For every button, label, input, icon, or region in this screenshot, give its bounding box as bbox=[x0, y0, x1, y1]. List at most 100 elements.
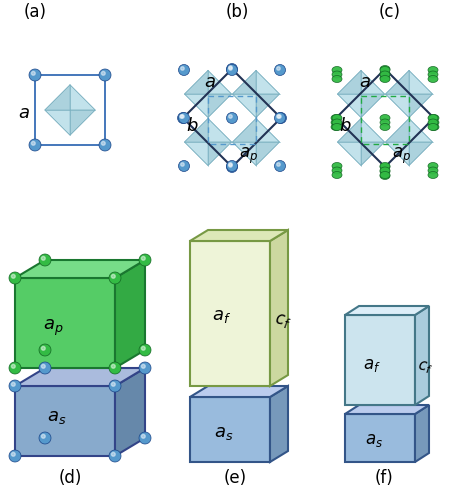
Ellipse shape bbox=[332, 167, 342, 174]
Circle shape bbox=[39, 432, 51, 444]
Circle shape bbox=[228, 115, 232, 118]
Circle shape bbox=[111, 275, 115, 278]
Polygon shape bbox=[256, 70, 280, 94]
Polygon shape bbox=[361, 119, 384, 142]
Text: (c): (c) bbox=[379, 3, 401, 21]
Text: (a): (a) bbox=[24, 3, 46, 21]
Circle shape bbox=[274, 160, 285, 172]
Circle shape bbox=[11, 382, 15, 386]
Circle shape bbox=[9, 450, 21, 462]
Ellipse shape bbox=[380, 119, 390, 126]
Ellipse shape bbox=[331, 115, 341, 122]
Circle shape bbox=[111, 382, 115, 386]
Circle shape bbox=[41, 347, 45, 350]
Ellipse shape bbox=[380, 168, 390, 175]
Circle shape bbox=[228, 67, 232, 70]
Ellipse shape bbox=[332, 71, 342, 78]
Circle shape bbox=[101, 71, 105, 75]
Polygon shape bbox=[385, 119, 409, 142]
Polygon shape bbox=[232, 119, 256, 142]
Polygon shape bbox=[15, 278, 115, 368]
Circle shape bbox=[139, 432, 151, 444]
Polygon shape bbox=[256, 94, 280, 118]
Polygon shape bbox=[208, 70, 231, 94]
Ellipse shape bbox=[331, 123, 341, 131]
Circle shape bbox=[99, 69, 111, 81]
Ellipse shape bbox=[380, 115, 390, 122]
Polygon shape bbox=[70, 85, 95, 110]
Polygon shape bbox=[208, 119, 231, 142]
Text: (d): (d) bbox=[58, 469, 82, 486]
Circle shape bbox=[109, 272, 121, 284]
Polygon shape bbox=[337, 142, 361, 166]
Text: (f): (f) bbox=[374, 469, 393, 486]
Polygon shape bbox=[190, 241, 270, 386]
Ellipse shape bbox=[332, 123, 342, 131]
Circle shape bbox=[29, 139, 41, 151]
Circle shape bbox=[109, 450, 121, 462]
Circle shape bbox=[139, 254, 151, 266]
Ellipse shape bbox=[380, 167, 390, 174]
Ellipse shape bbox=[428, 119, 438, 126]
Text: $a_f$: $a_f$ bbox=[363, 355, 381, 374]
Ellipse shape bbox=[380, 66, 390, 72]
Circle shape bbox=[277, 67, 280, 70]
Circle shape bbox=[277, 163, 280, 166]
Text: $b$: $b$ bbox=[339, 117, 351, 135]
Text: $a$: $a$ bbox=[204, 73, 216, 91]
Circle shape bbox=[228, 163, 232, 166]
Polygon shape bbox=[190, 397, 270, 462]
Circle shape bbox=[278, 115, 281, 118]
Ellipse shape bbox=[380, 162, 390, 170]
Polygon shape bbox=[115, 368, 145, 456]
Circle shape bbox=[41, 257, 45, 260]
Ellipse shape bbox=[332, 67, 342, 73]
Polygon shape bbox=[184, 142, 208, 166]
Polygon shape bbox=[385, 94, 409, 118]
Polygon shape bbox=[15, 260, 145, 278]
Circle shape bbox=[39, 254, 51, 266]
Circle shape bbox=[111, 364, 115, 368]
Text: $a$: $a$ bbox=[18, 104, 30, 122]
Ellipse shape bbox=[428, 167, 438, 174]
Circle shape bbox=[141, 347, 145, 350]
Text: $a_s$: $a_s$ bbox=[214, 424, 233, 442]
Text: (e): (e) bbox=[223, 469, 246, 486]
Circle shape bbox=[99, 139, 111, 151]
Ellipse shape bbox=[380, 75, 390, 83]
Text: $a_s$: $a_s$ bbox=[365, 432, 383, 450]
Polygon shape bbox=[232, 94, 256, 118]
Ellipse shape bbox=[380, 123, 390, 131]
Polygon shape bbox=[15, 386, 115, 456]
Ellipse shape bbox=[428, 75, 438, 83]
Circle shape bbox=[181, 163, 184, 166]
Ellipse shape bbox=[380, 70, 390, 77]
Polygon shape bbox=[337, 70, 361, 94]
Ellipse shape bbox=[429, 123, 439, 131]
Circle shape bbox=[179, 65, 190, 75]
Polygon shape bbox=[337, 119, 361, 142]
Polygon shape bbox=[184, 70, 208, 94]
Text: $a$: $a$ bbox=[359, 73, 371, 91]
Ellipse shape bbox=[332, 172, 342, 178]
Circle shape bbox=[109, 362, 121, 374]
Polygon shape bbox=[345, 306, 429, 315]
Polygon shape bbox=[361, 142, 384, 166]
Ellipse shape bbox=[380, 163, 390, 171]
Circle shape bbox=[181, 67, 184, 70]
Ellipse shape bbox=[332, 119, 342, 126]
Text: $c_f$: $c_f$ bbox=[416, 358, 434, 376]
Circle shape bbox=[31, 71, 35, 75]
Polygon shape bbox=[256, 142, 280, 166]
Ellipse shape bbox=[428, 172, 438, 178]
Circle shape bbox=[101, 141, 105, 145]
Text: $a_f$: $a_f$ bbox=[212, 308, 231, 326]
Circle shape bbox=[181, 115, 184, 118]
Circle shape bbox=[41, 434, 45, 438]
Polygon shape bbox=[385, 142, 409, 166]
Ellipse shape bbox=[332, 75, 342, 83]
Polygon shape bbox=[409, 94, 432, 118]
Polygon shape bbox=[345, 315, 415, 405]
Circle shape bbox=[227, 161, 237, 173]
Ellipse shape bbox=[428, 123, 438, 131]
